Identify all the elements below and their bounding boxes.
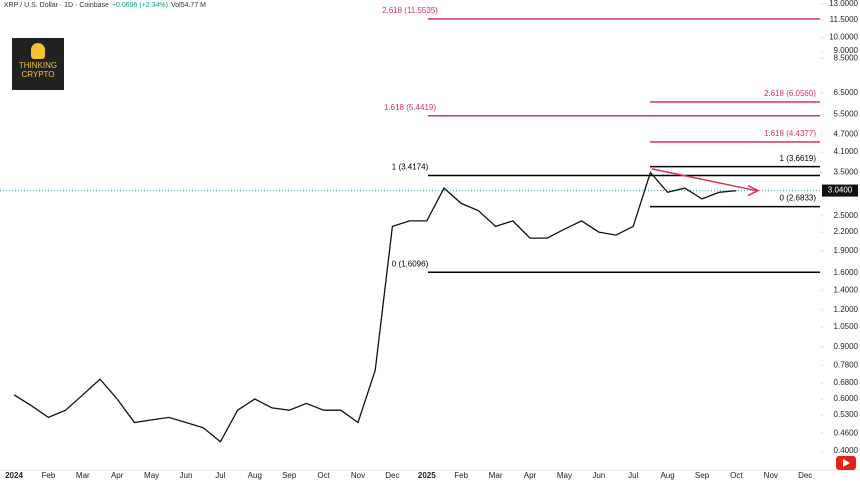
x-tick-label: 2024 [5, 471, 23, 480]
y-tick-label: 1.2000 [834, 305, 859, 314]
y-tick-label: 0.6000 [834, 394, 859, 403]
x-tick-label: Aug [660, 471, 674, 480]
volume: Vol54.77 M [170, 2, 206, 9]
x-tick-label: Apr [524, 471, 537, 480]
y-tick-label: 0.4600 [834, 428, 859, 437]
y-tick-label: 4.1000 [834, 147, 859, 156]
fib-label: 2.618 (11.5535) [382, 6, 438, 15]
y-tick-label: 6.5000 [834, 88, 859, 97]
fib-label: 0 (1.6096) [392, 259, 429, 268]
y-tick-label: 1.9000 [834, 246, 859, 255]
arrow-head [747, 184, 760, 197]
change: +0.0696 (+2.34%) [111, 2, 168, 9]
x-tick-label: Nov [351, 471, 365, 480]
x-tick-label: Sep [695, 471, 710, 480]
fib-label: 1.618 (5.4419) [384, 103, 436, 112]
x-tick-label: Dec [798, 471, 812, 480]
y-tick-label: 4.7000 [834, 130, 859, 139]
price-label: 3.0400 [828, 186, 853, 195]
youtube-play [843, 459, 850, 467]
x-tick-label: 2025 [418, 471, 436, 480]
y-tick-label: 2.2000 [834, 227, 859, 236]
x-tick-label: Jun [180, 471, 193, 480]
x-tick-label: Dec [385, 471, 399, 480]
y-tick-label: 5.5000 [834, 110, 859, 119]
x-tick-label: Apr [111, 471, 124, 480]
x-tick-label: Sep [282, 471, 297, 480]
x-tick-label: Oct [317, 471, 330, 480]
y-tick-label: 0.6800 [834, 378, 859, 387]
y-tick-label: 0.9000 [834, 342, 859, 351]
header: XRP / U.S. Dollar · 1D · Coinbase +0.0696… [4, 2, 206, 9]
x-tick-label: Feb [454, 471, 468, 480]
x-tick-label: Feb [42, 471, 56, 480]
x-tick-label: Jul [215, 471, 225, 480]
logo-text: CRYPTO [21, 70, 55, 79]
fib-label: 1 (3.6619) [780, 154, 817, 163]
price-box [822, 184, 858, 197]
x-tick-label: Mar [76, 471, 90, 480]
bulb-icon [31, 43, 45, 59]
x-tick-label: Jul [628, 471, 638, 480]
fib-label: 1.618 (4.4377) [764, 129, 816, 138]
y-tick-label: 2.5000 [834, 211, 859, 220]
symbol: XRP / U.S. Dollar · 1D · Coinbase [4, 2, 109, 9]
y-tick-label: 3.5000 [834, 168, 859, 177]
trend-arrow [651, 168, 757, 192]
y-tick-label: 0.7800 [834, 360, 859, 369]
x-tick-label: Oct [730, 471, 743, 480]
x-tick-label: Jun [592, 471, 605, 480]
x-tick-label: Aug [248, 471, 262, 480]
logo: THINKING CRYPTO [12, 38, 64, 90]
y-tick-label: 0.5300 [834, 410, 859, 419]
y-tick-label: 11.5000 [830, 15, 859, 24]
y-tick-label: 1.0500 [834, 322, 859, 331]
x-tick-label: May [144, 471, 159, 480]
y-tick-label: 10.0000 [829, 33, 858, 42]
x-tick-label: Nov [764, 471, 778, 480]
y-tick-label: 0.4000 [834, 446, 859, 455]
fib-label: 1 (3.4174) [392, 163, 429, 172]
y-tick-label: 9.0000 [834, 46, 859, 55]
y-tick-label: 8.5000 [834, 54, 859, 63]
fib-label: 2.618 (6.0560) [764, 89, 816, 98]
logo-text: THINKING [18, 61, 58, 70]
y-tick-label: 1.6000 [834, 268, 859, 277]
x-tick-label: Mar [489, 471, 503, 480]
x-tick-label: May [557, 471, 572, 480]
y-tick-label: 13.0000 [829, 0, 858, 8]
price-line-series [13, 171, 737, 443]
y-tick-label: 1.4000 [834, 285, 859, 294]
fib-label: 0 (2.6833) [780, 194, 817, 203]
